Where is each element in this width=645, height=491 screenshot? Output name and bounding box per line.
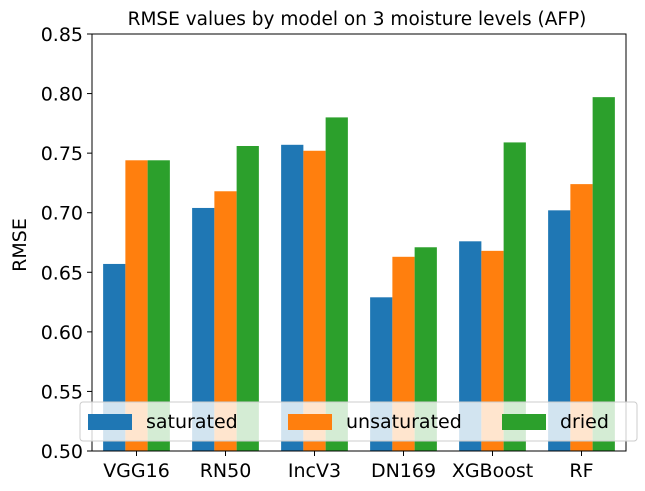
x-tick-label: VGG16 xyxy=(103,460,170,482)
bar-dried-RF xyxy=(592,97,615,451)
bar-saturated-IncV3 xyxy=(281,144,304,451)
bar-unsaturated-XGBoost xyxy=(481,250,504,451)
y-tick-label: 0.80 xyxy=(41,84,83,106)
y-tick-label: 0.65 xyxy=(41,262,83,284)
bar-dried-XGBoost xyxy=(503,142,526,452)
bar-dried-VGG16 xyxy=(147,160,170,451)
x-tick-label: DN169 xyxy=(371,460,436,482)
y-tick-label: 0.60 xyxy=(41,322,83,344)
legend: saturated unsaturated dried xyxy=(79,401,638,442)
chart-title: RMSE values by model on 3 moisture level… xyxy=(128,9,587,30)
legend-swatch-dried xyxy=(502,414,546,430)
y-tick-label: 0.55 xyxy=(41,381,83,403)
y-axis-label: RMSE xyxy=(9,218,31,272)
bar-unsaturated-RN50 xyxy=(214,191,237,452)
x-tick-label: XGBoost xyxy=(452,460,533,482)
bar-unsaturated-RF xyxy=(570,184,593,451)
legend-box xyxy=(79,401,638,442)
legend-label-saturated: saturated xyxy=(146,411,238,433)
legend-swatch-saturated xyxy=(88,414,132,430)
y-tick-label: 0.75 xyxy=(41,143,83,165)
legend-swatch-unsaturated xyxy=(288,414,332,430)
bar-dried-DN169 xyxy=(414,247,437,451)
y-tick-label: 0.85 xyxy=(41,24,83,46)
bar-saturated-RN50 xyxy=(192,207,215,451)
legend-label-dried: dried xyxy=(560,411,609,433)
x-tick-label: IncV3 xyxy=(288,460,341,482)
plot-area: 0.50 0.55 0.60 0.65 0.70 0.75 0.80 0.85 VGG16 RN5… xyxy=(41,24,627,482)
axes-frame xyxy=(91,33,627,452)
y-tick-label: 0.70 xyxy=(41,203,83,225)
x-tick-label: RN50 xyxy=(200,460,252,482)
legend-label-unsaturated: unsaturated xyxy=(346,411,462,433)
bar-saturated-XGBoost xyxy=(459,241,482,451)
bar-dried-IncV3 xyxy=(325,117,348,452)
bar-saturated-RF xyxy=(548,210,571,451)
bar-unsaturated-VGG16 xyxy=(125,160,148,451)
bar-unsaturated-IncV3 xyxy=(303,150,326,451)
x-tick-label: RF xyxy=(569,460,593,482)
y-tick-label: 0.50 xyxy=(41,441,83,463)
bar-dried-RN50 xyxy=(236,145,259,451)
